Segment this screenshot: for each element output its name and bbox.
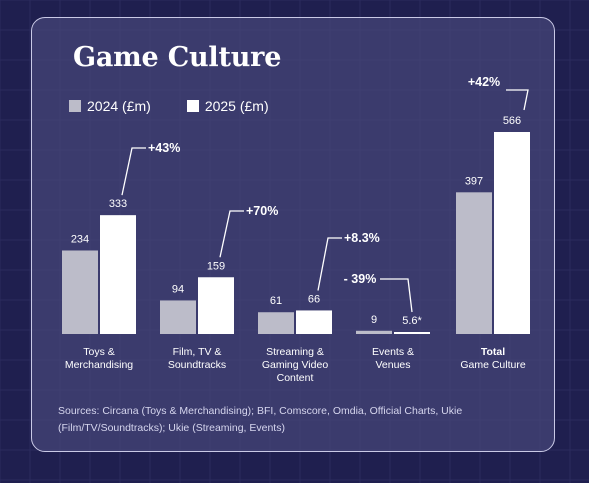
category-label: Total Game Culture — [442, 346, 544, 372]
change-connector — [380, 278, 413, 313]
category-label: Events & Venues — [371, 346, 415, 371]
data-label-2025: 5.6* — [402, 315, 422, 327]
data-label-2025: 566 — [503, 115, 521, 127]
change-connector — [121, 147, 146, 196]
bar-2024 — [258, 312, 294, 334]
data-label-2024: 61 — [270, 295, 282, 307]
legend-label-2024: 2024 (£m) — [87, 98, 151, 114]
data-label-2025: 66 — [308, 293, 320, 305]
data-label-2024: 234 — [71, 233, 89, 245]
change-label: +8.3% — [344, 231, 380, 245]
legend: 2024 (£m) 2025 (£m) — [69, 98, 269, 114]
change-connector — [506, 89, 529, 111]
bar-2025 — [100, 215, 136, 334]
chart-title: Game Culture — [73, 42, 282, 73]
data-label-2024: 397 — [465, 175, 483, 187]
legend-swatch-2025 — [186, 100, 199, 112]
bar-2024 — [62, 250, 98, 334]
chart-panel: Game Culture 2024 (£m) 2025 (£m) 234 333 +… — [31, 17, 555, 452]
bar-2025 — [198, 277, 234, 334]
bar-2025 — [494, 132, 530, 334]
category-label-total-sub: Game Culture — [460, 359, 526, 371]
change-label: +43% — [148, 141, 180, 155]
legend-item-2024: 2024 (£m) — [69, 98, 151, 114]
change-connector — [219, 210, 244, 258]
source-note: Sources: Circana (Toys & Merchandising);… — [58, 405, 463, 434]
category-label: Streaming & Gaming Video Content — [261, 346, 329, 384]
bar-2024 — [356, 330, 392, 334]
bar-2024 — [456, 192, 492, 334]
category-label: Toys & Merchandising — [64, 346, 134, 371]
legend-swatch-2024 — [69, 100, 81, 112]
data-label-2024: 9 — [371, 314, 377, 326]
legend-item-2025: 2025 (£m) — [186, 98, 269, 114]
data-label-2024: 94 — [172, 283, 184, 295]
data-label-2025: 333 — [109, 198, 127, 210]
change-label: +70% — [246, 204, 278, 218]
bar-2024 — [160, 300, 196, 334]
change-connector — [317, 237, 342, 291]
category-label-total: Total — [480, 346, 506, 358]
change-label: - 39% — [344, 272, 377, 286]
bar-2025 — [296, 310, 332, 334]
bar-2025 — [394, 332, 430, 334]
legend-label-2025: 2025 (£m) — [204, 98, 269, 114]
data-label-2025: 159 — [207, 260, 225, 272]
category-label: Film, TV & Soundtracks — [167, 346, 227, 371]
bar-chart: 234 333 +43% 94 159 +70% 61 66 +8.3% 9 5.6* - 39% 39… — [62, 75, 530, 334]
change-label: +42% — [468, 75, 500, 89]
